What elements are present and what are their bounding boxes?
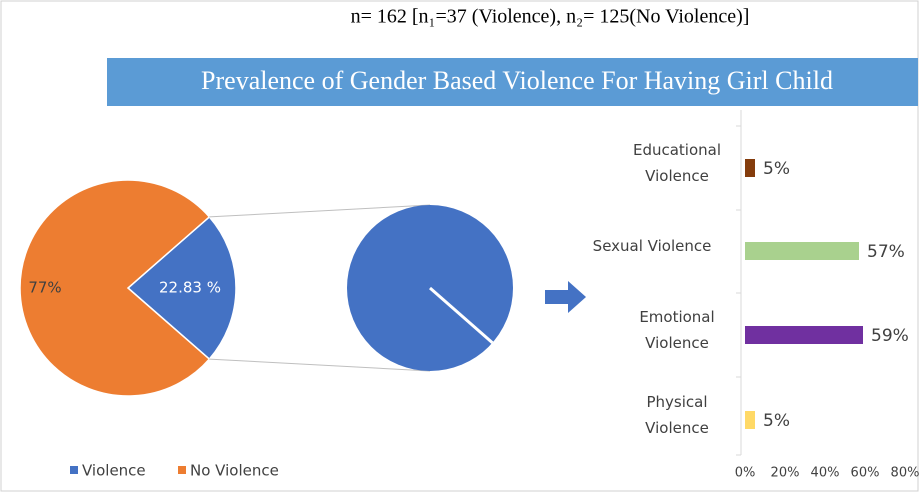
bar [745, 411, 755, 429]
pie-slice [126, 215, 237, 361]
x-tick-label: 60% [851, 466, 880, 481]
legend-label: Violence [82, 462, 146, 480]
legend-swatch [178, 466, 186, 474]
legend-swatch [70, 466, 78, 474]
data-label: 59% [871, 326, 909, 346]
legend-label: No Violence [190, 462, 279, 480]
sub-pie-divider [429, 286, 494, 344]
category-label: Educational Violence [632, 141, 722, 185]
connector [209, 358, 431, 372]
data-label: 5% [763, 411, 790, 431]
chart-title: Prevalence of Gender Based Violence For … [201, 66, 833, 95]
category-label: Emotional Violence [639, 308, 715, 352]
data-label: 57% [867, 242, 905, 262]
sample-note: n= 162 [n₁=37 (Violence), n₂= 125(No Vio… [351, 6, 750, 28]
connector [209, 204, 431, 218]
x-tick-label: 80% [891, 466, 920, 481]
arrow [545, 281, 586, 313]
x-tick-label: 20% [771, 466, 800, 481]
x-tick-label: 40% [811, 466, 840, 481]
x-tick-label: 0% [735, 466, 756, 481]
data-label: 5% [763, 159, 790, 179]
bar [745, 242, 859, 260]
data-label: 77% [28, 279, 61, 297]
bar [745, 159, 755, 177]
category-label: Physical Violence [645, 393, 709, 437]
category-label: Sexual Violence [592, 237, 712, 255]
bar [745, 326, 863, 344]
data-label: 22.83 % [159, 279, 221, 297]
pie-slice [19, 179, 211, 397]
title-banner [107, 58, 918, 106]
